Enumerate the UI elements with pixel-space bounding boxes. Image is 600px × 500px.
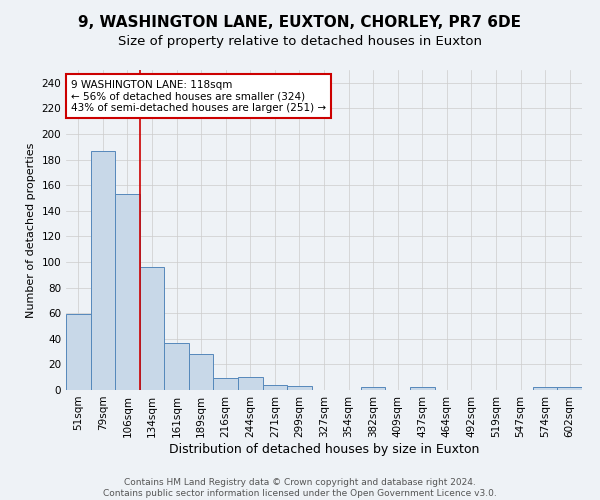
Text: 9, WASHINGTON LANE, EUXTON, CHORLEY, PR7 6DE: 9, WASHINGTON LANE, EUXTON, CHORLEY, PR7… (79, 15, 521, 30)
Bar (263, 385, 287, 390)
Bar (189, 354, 214, 390)
Text: 9 WASHINGTON LANE: 118sqm
← 56% of detached houses are smaller (324)
43% of semi: 9 WASHINGTON LANE: 118sqm ← 56% of detac… (71, 80, 326, 113)
Bar (115, 194, 140, 390)
Bar (140, 267, 164, 390)
Bar (557, 388, 582, 390)
Text: Contains HM Land Registry data © Crown copyright and database right 2024.
Contai: Contains HM Land Registry data © Crown c… (103, 478, 497, 498)
Bar (66, 314, 91, 390)
Text: Size of property relative to detached houses in Euxton: Size of property relative to detached ho… (118, 35, 482, 48)
Bar (214, 378, 238, 390)
Bar (533, 388, 557, 390)
Bar (164, 342, 189, 390)
Bar (287, 386, 312, 390)
Y-axis label: Number of detached properties: Number of detached properties (26, 142, 36, 318)
Bar (91, 150, 115, 390)
Bar (410, 388, 434, 390)
X-axis label: Distribution of detached houses by size in Euxton: Distribution of detached houses by size … (169, 442, 479, 456)
Bar (238, 377, 263, 390)
Bar (361, 388, 385, 390)
